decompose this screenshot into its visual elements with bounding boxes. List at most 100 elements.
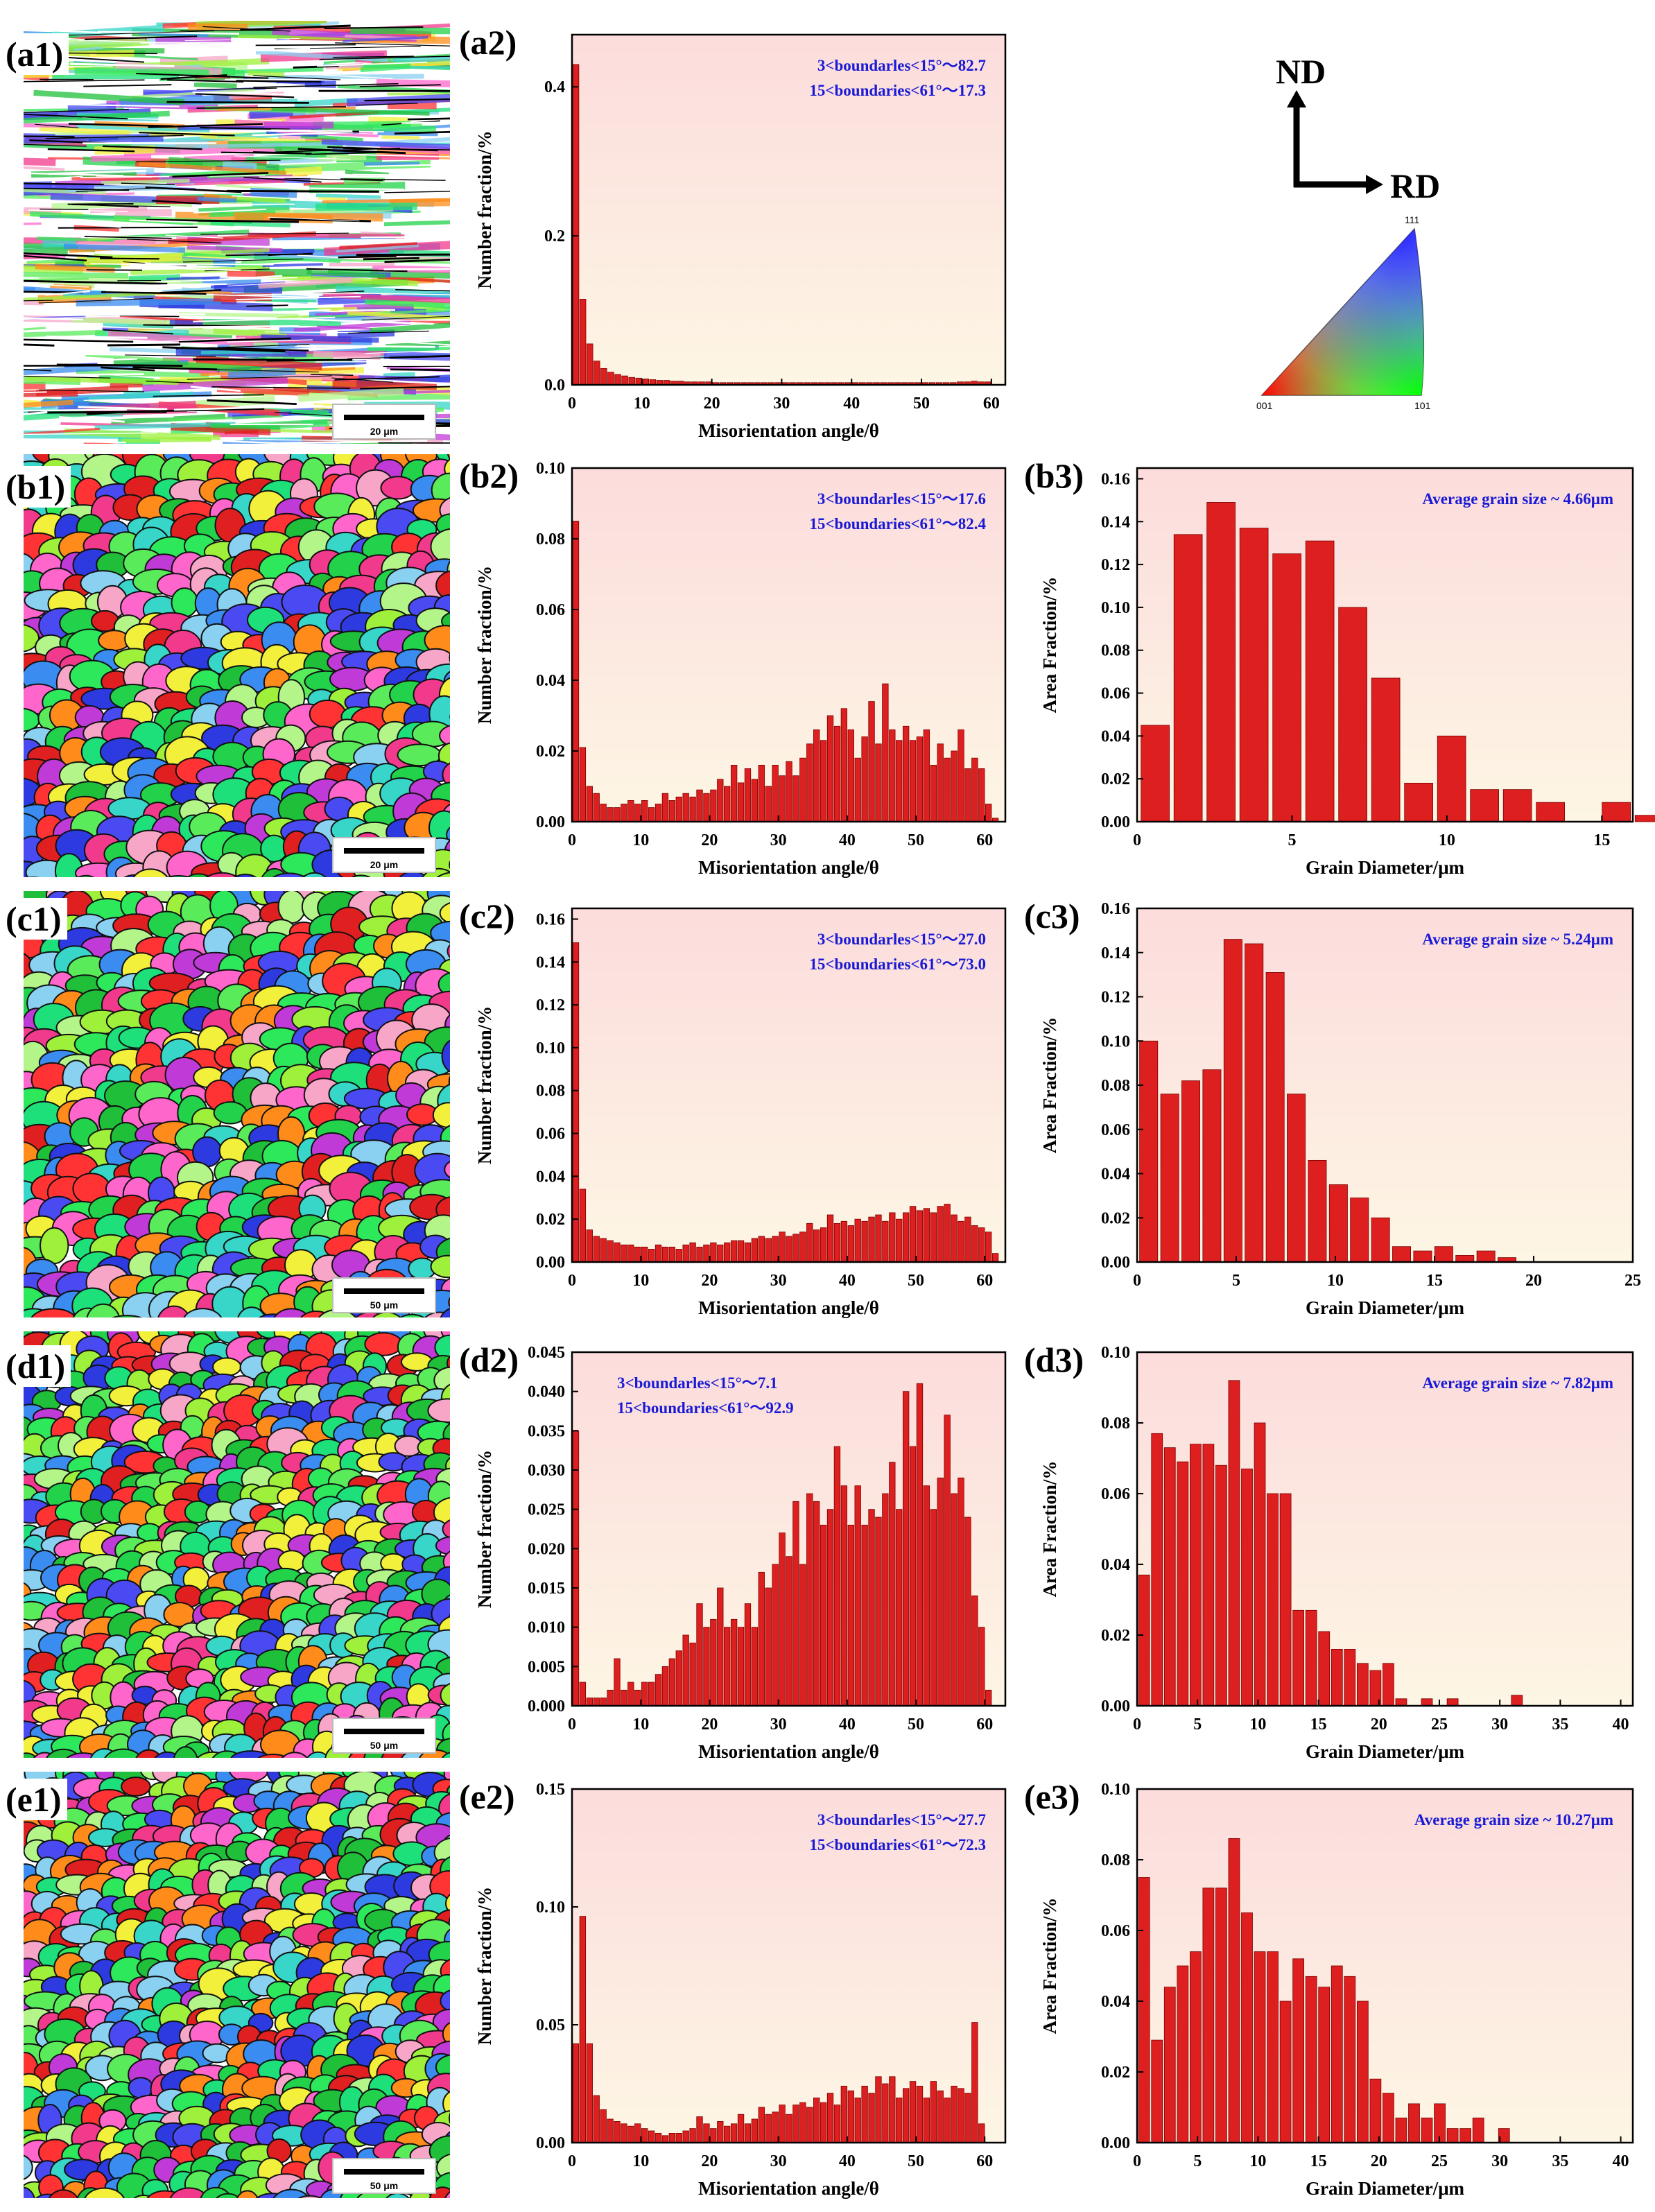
bar [703,1627,710,1706]
x-tick-label: 15 [1310,2152,1327,2170]
bar [696,1603,703,1706]
bar [1472,2117,1484,2143]
bar [847,729,854,822]
x-tick-label: 5 [1232,1272,1240,1290]
boundary-line [125,408,265,413]
grain [236,2190,259,2198]
grain [273,1308,310,1317]
scale-bar-3: 50 μm [332,1277,436,1313]
annotation: Average grain size ~ 5.24μm [1422,931,1613,948]
boundary-line [136,72,269,79]
boundary-line [310,74,393,80]
bar [572,64,580,386]
ebsd-map-4 [24,1331,450,1758]
bar [840,1220,848,1263]
bar [1331,1965,1343,2143]
bar [682,793,689,822]
bar [868,1509,875,1706]
boundary-line [396,52,450,56]
bar [902,1391,910,1706]
bar [820,1227,827,1263]
boundary-line [24,440,126,444]
bar [744,768,752,822]
y-tick-label: 0.005 [528,1658,565,1676]
bar [572,942,580,1263]
x-axis-title: Grain Diameter/μm [1306,1297,1464,1318]
bar [875,1214,882,1263]
deformed-band [293,320,411,333]
bar [628,377,635,386]
boundary-line [24,79,145,83]
ipf-corner-101: 101 [1414,400,1431,411]
bar [1241,1468,1253,1706]
panel-label: (b2) [459,456,519,495]
boundary-line [364,293,450,295]
grain [448,1297,450,1308]
deformed-band [271,107,430,116]
grain [449,860,450,870]
bar [806,743,813,822]
bar [593,793,600,822]
boundary-line [268,252,313,257]
deformed-band [24,263,84,275]
bar [1371,1217,1390,1263]
boundary-line [234,155,351,160]
bar [978,1627,985,1706]
boundary-line [181,293,331,299]
panel-label: (c3) [1024,897,1080,935]
boundary-line [173,404,322,411]
bar [717,1244,724,1263]
boundary-line [113,354,216,357]
bar [607,1240,614,1263]
x-tick-label: 40 [839,2152,856,2170]
boundary-line [97,31,240,35]
deformed-band [263,121,333,129]
boundary-line [173,325,299,329]
bar [627,800,634,822]
grain [257,1754,289,1758]
bar [820,1524,827,1706]
map-label-1: (a1) [0,33,69,75]
bar [655,2133,662,2143]
boundary-line [319,55,450,60]
bar [1383,1663,1394,1706]
x-axis-title: Misorientation angle/θ [698,1297,879,1318]
bar [909,1446,917,1706]
boundary-line [227,281,310,286]
deformed-band [262,263,323,268]
x-tick-label: 30 [773,395,790,413]
bar [730,1240,738,1263]
grain [272,2188,311,2198]
bar [916,736,924,822]
grain [277,891,306,924]
boundary-line [364,98,450,102]
chart-svg-b2: 0 10 20 30 40 50 60 0.00 0.02 0.04 0.06 0.08 0.10 Mis… [459,456,1007,878]
grain [169,2187,209,2198]
chart-e3: 0 5 10 15 20 25 30 35 40 0.00 0.02 0.04 0.06 0.08 0.10… [1023,1775,1647,2209]
bar [765,786,772,822]
grain [212,1357,242,1377]
bar [648,1682,655,1706]
bar [916,1210,924,1263]
plot-frame [1136,467,1634,823]
grain [447,1356,450,1371]
boundary-line [384,259,450,263]
grain [440,1682,450,1708]
boundary-line [167,79,244,83]
bar [675,796,682,822]
x-tick-label: 20 [704,395,720,413]
bar [923,1208,930,1263]
x-tick-label: 0 [568,1272,576,1290]
bar [572,1430,580,1706]
y-tick-label: 0.10 [536,1899,565,1917]
boundary-line [195,93,295,98]
boundary-line [68,31,215,36]
y-tick-label: 0.16 [1101,470,1130,488]
boundary-line [361,236,450,239]
plot-area [572,35,1005,385]
y-tick-label: 0.16 [536,910,565,928]
boundary-line [24,175,83,180]
deformed-band [130,266,270,275]
bar [1151,2039,1163,2143]
y-tick-label: 0.14 [1101,513,1130,531]
